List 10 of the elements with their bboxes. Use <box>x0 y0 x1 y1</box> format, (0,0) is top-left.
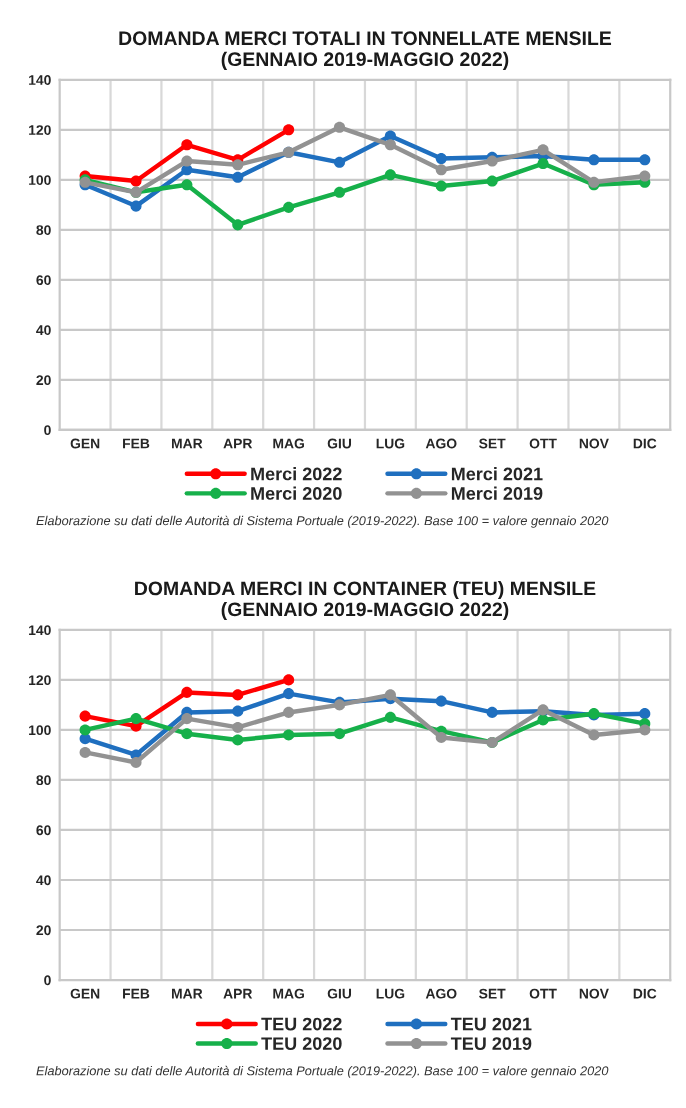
legend-label: TEU 2021 <box>450 1017 532 1031</box>
chart-title: DOMANDA MERCI IN CONTAINER (TEU) MENSILE (GENNAIO 2019-MAGGIO 2022) <box>135 580 596 621</box>
legend-label: Merci 2021 <box>451 467 543 481</box>
legend-label: Merci 2022 <box>251 467 342 481</box>
legend-label: TEU 2022 <box>261 1017 342 1031</box>
chart-title: DOMANDA MERCI TOTALI IN TONNELLATE MENSILE (GENNAIO 2019-MAGGIO 2022) <box>119 31 612 70</box>
legend-label: Merci 2020 <box>251 486 342 500</box>
legend-label: Merci 2019 <box>451 486 543 500</box>
legend-label: TEU 2019 <box>450 1037 532 1050</box>
legend-label: TEU 2020 <box>261 1037 342 1050</box>
